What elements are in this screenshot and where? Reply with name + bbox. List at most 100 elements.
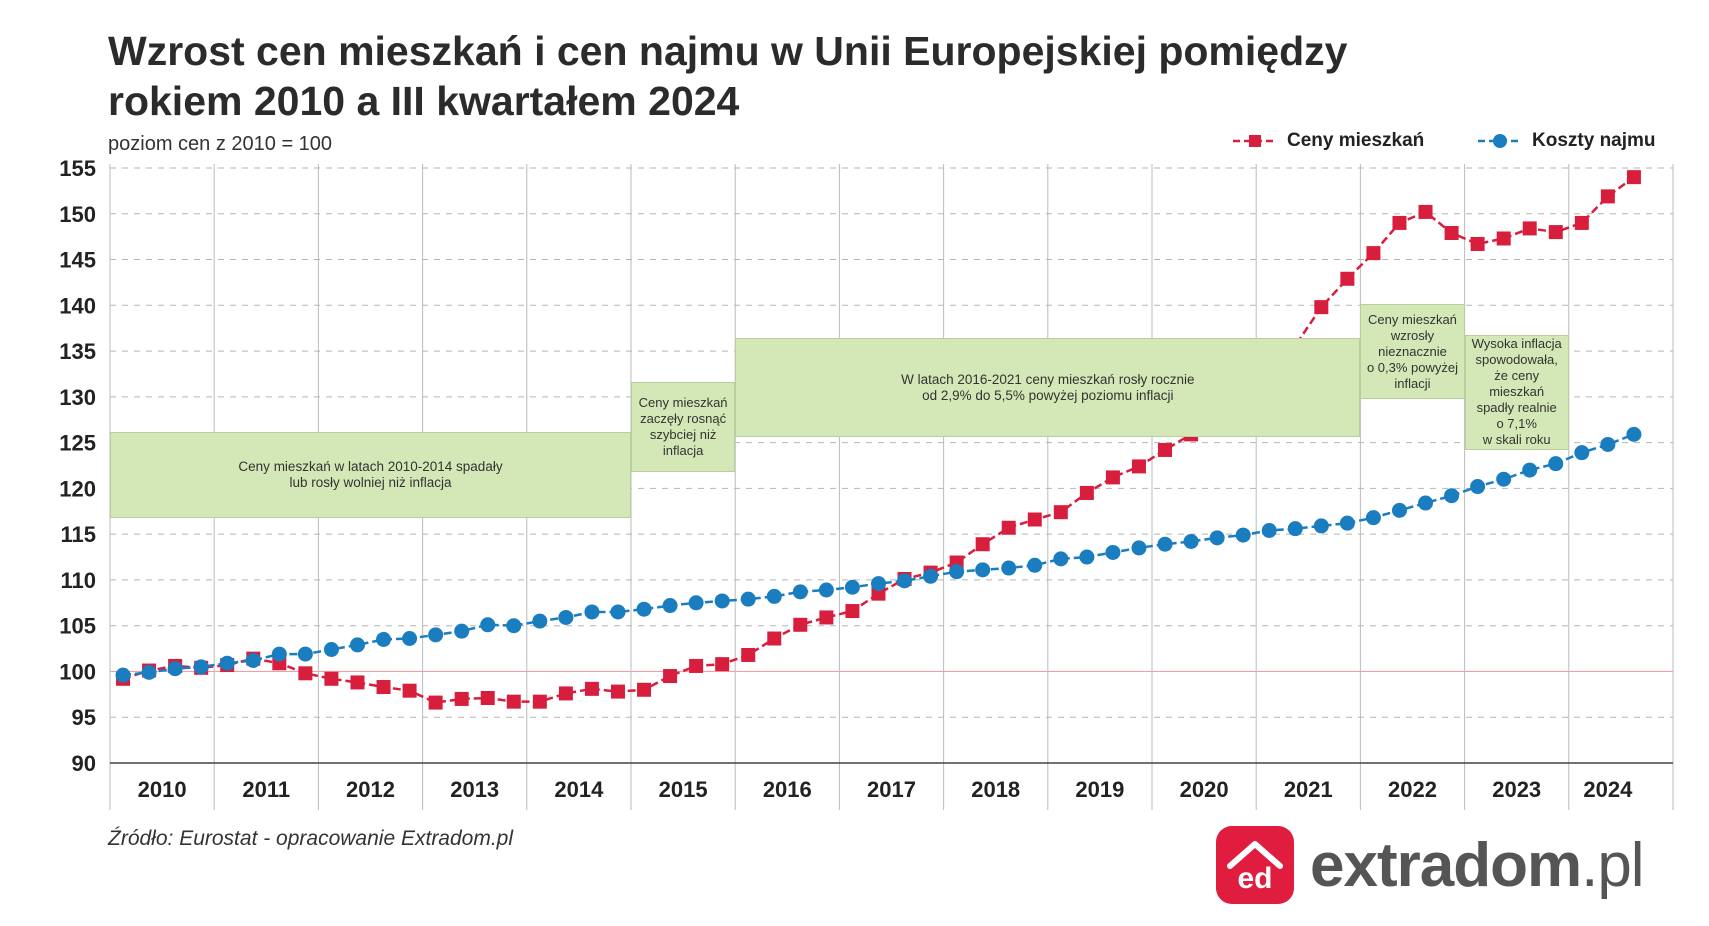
data-point-rent: [245, 652, 261, 668]
legend-item-rent: Koszty najmu: [1478, 130, 1656, 152]
data-point-rent: [792, 584, 808, 600]
data-point-rent: [1235, 527, 1251, 543]
y-tick-label: 90: [72, 751, 96, 776]
data-point-prices: [1027, 512, 1042, 527]
x-tick-label: 2013: [450, 777, 499, 802]
data-point-prices: [1496, 231, 1511, 246]
data-point-prices: [584, 681, 599, 696]
data-point-prices: [1105, 470, 1120, 485]
chart-title: Wzrost cen mieszkań i cen najmu w Unii E…: [108, 28, 1348, 124]
svg-text:ed: ed: [1237, 862, 1272, 895]
data-point-rent: [115, 667, 131, 683]
series-line-prices: [122, 176, 1635, 704]
data-point-prices: [532, 694, 547, 709]
data-point-rent: [454, 623, 470, 639]
data-point-rent: [1470, 479, 1486, 495]
x-tick-label: 2014: [554, 777, 604, 802]
source-note: Źródło: Eurostat - opracowanie Extradom.…: [108, 827, 514, 850]
data-point-rent: [949, 564, 965, 580]
extradom-logo: ed extradom.pl: [1216, 826, 1645, 904]
data-point-rent: [349, 637, 365, 653]
data-point-rent: [1027, 557, 1043, 573]
data-point-rent: [740, 591, 756, 607]
data-point-prices: [454, 691, 469, 706]
data-point-rent: [558, 609, 574, 625]
data-point-prices: [1314, 300, 1329, 315]
legend-label-prices: Ceny mieszkań: [1287, 130, 1425, 151]
series-rent: [115, 426, 1642, 683]
data-point-rent: [1287, 521, 1303, 537]
data-point-rent: [714, 593, 730, 609]
data-point-prices: [793, 617, 808, 632]
y-tick-label: 105: [59, 614, 96, 639]
data-point-prices: [1366, 246, 1381, 261]
y-tick-label: 120: [59, 476, 96, 501]
data-point-rent: [975, 562, 991, 578]
data-point-prices: [610, 684, 625, 699]
data-point-rent: [584, 604, 600, 620]
data-point-rent: [480, 617, 496, 633]
data-point-prices: [1444, 225, 1459, 240]
y-tick-label: 130: [59, 385, 96, 410]
logo-badge-icon: ed: [1216, 826, 1294, 904]
legend-marker-rent: [1478, 134, 1522, 148]
x-tick-label: 2010: [138, 777, 187, 802]
data-point-rent: [1496, 471, 1512, 487]
data-point-prices: [1470, 236, 1485, 251]
data-point-prices: [1626, 170, 1641, 185]
data-point-rent: [1418, 495, 1434, 511]
data-point-rent: [506, 618, 522, 634]
data-point-rent: [610, 604, 626, 620]
data-point-rent: [844, 579, 860, 595]
y-tick-label: 95: [72, 705, 96, 730]
data-point-rent: [1053, 551, 1069, 567]
data-point-rent: [219, 655, 235, 671]
data-point-rent: [1131, 540, 1147, 556]
data-point-rent: [1183, 533, 1199, 549]
data-point-rent: [167, 661, 183, 677]
x-tick-label: 2015: [659, 777, 708, 802]
x-tick-label: 2020: [1180, 777, 1229, 802]
data-point-prices: [1158, 442, 1173, 457]
data-point-rent: [1574, 445, 1590, 461]
x-tick-label: 2012: [346, 777, 395, 802]
data-point-rent: [402, 631, 418, 647]
data-point-rent: [1522, 462, 1538, 478]
data-point-prices: [1574, 215, 1589, 230]
data-point-rent: [1209, 530, 1225, 546]
data-point-prices: [1340, 271, 1355, 286]
data-point-rent: [1313, 518, 1329, 534]
data-point-rent: [532, 613, 548, 629]
data-point-prices: [350, 675, 365, 690]
data-point-prices: [819, 610, 834, 625]
data-point-prices: [689, 658, 704, 673]
data-point-prices: [663, 669, 678, 684]
annotation-box: Wysoka inflacja spowodowała, że ceny mie…: [1464, 334, 1569, 450]
x-tick-label: 2017: [867, 777, 916, 802]
data-point-prices: [1001, 520, 1016, 535]
data-point-prices: [1131, 459, 1146, 474]
y-tick-label: 140: [59, 293, 96, 318]
data-point-prices: [741, 647, 756, 662]
data-point-rent: [1365, 510, 1381, 526]
data-point-prices: [376, 680, 391, 695]
x-tick-label: 2024: [1583, 777, 1633, 802]
data-point-prices: [1548, 225, 1563, 240]
data-point-rent: [1339, 515, 1355, 531]
data-point-rent: [923, 568, 939, 584]
data-point-rent: [1105, 544, 1121, 560]
y-tick-label: 100: [59, 659, 96, 684]
data-point-rent: [662, 598, 678, 614]
data-point-rent: [1079, 549, 1095, 565]
data-point-rent: [636, 601, 652, 617]
data-point-rent: [818, 582, 834, 598]
data-point-prices: [1418, 204, 1433, 219]
data-point-rent: [428, 627, 444, 643]
legend-marker-prices: [1233, 135, 1277, 147]
data-point-rent: [193, 659, 209, 675]
data-point-rent: [870, 576, 886, 592]
data-point-rent: [1391, 502, 1407, 518]
data-point-prices: [767, 631, 782, 646]
data-point-prices: [558, 686, 573, 701]
